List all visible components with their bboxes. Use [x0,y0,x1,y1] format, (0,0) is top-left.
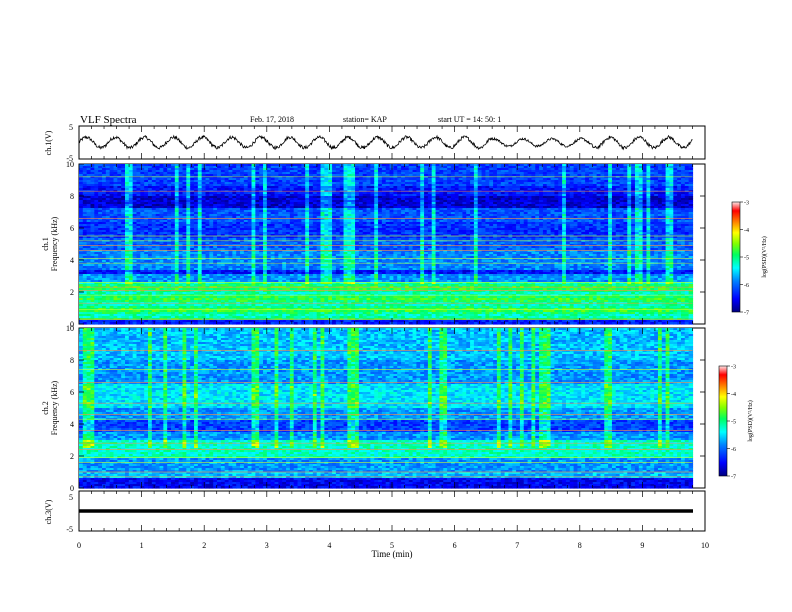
start-time-label: start UT = 14: 50: 1 [438,115,501,124]
ch1-ytick-top: 5 [69,123,73,132]
colorbar-tick-label: -4 [731,392,736,398]
spec-ytick-label: 2 [70,288,74,297]
spec-ytick-label: 10 [66,160,74,169]
ch3-ytick-bottom: -5 [66,525,73,534]
ch1-ylabel: ch.1(V) [44,130,53,155]
ch1-colorbar-label: log(PSD)(V²/Hz) [761,236,768,277]
spec-ytick-label: 10 [66,324,74,333]
ch2-spec-ylabel-line2: Frequency (kHz) [50,380,59,435]
ch2-colorbar-gradient [719,366,727,476]
x-tick-label: 2 [202,541,206,550]
ch2-colorbar: -3 -4 -5 -6 -7 log(PSD)(V²/Hz) [719,365,754,481]
x-tick-label: 0 [77,541,81,550]
ch1-spec-ylabel-line1: ch.1 [41,237,50,251]
ch2-spectrogram-image [79,328,693,489]
x-tick-label: 4 [327,541,331,550]
x-tick-label: 9 [640,541,644,550]
colorbar-tick-label: -7 [731,475,736,481]
vlf-figure: VLF Spectra Feb. 17, 2018 station= KAP s… [0,0,792,612]
ch1-colorbar: -3 -4 -5 -6 -7 log(PSD)(V²/Hz) [732,201,768,317]
ch1-spectrogram-image [79,164,693,325]
colorbar-tick-label: -6 [744,283,749,289]
ch2-colorbar-label: log(PSD)(V²/Hz) [747,400,754,441]
spec-ytick-label: 6 [70,224,74,233]
spec-ytick-label: 6 [70,388,74,397]
station-label: station= KAP [343,115,387,124]
figure-title: VLF Spectra [80,114,137,126]
ch3-waveform-panel: 5 -5 ch.3(V) [44,491,705,534]
x-tick-label: 6 [453,541,457,550]
ch2-spec-ylabel-line1: ch.2 [41,401,50,415]
spec-ytick-label: 2 [70,452,74,461]
colorbar-tick-label: -5 [744,256,749,262]
x-tick-label: 3 [265,541,269,550]
x-tick-label: 7 [515,541,519,550]
ch1-waveform-panel: 5 -5 ch.1(V) [44,123,705,163]
colorbar-tick-label: -3 [731,365,736,371]
date-label: Feb. 17, 2018 [250,115,294,124]
ch2-spectrogram-panel: 0 2 4 6 8 10 ch.2 Frequency (kHz) [41,324,705,493]
x-tick-label: 8 [578,541,582,550]
x-axis-label: Time (min) [372,549,413,559]
spec-ytick-label: 0 [70,484,74,493]
x-tick-label: 10 [701,541,709,550]
colorbar-tick-label: -4 [744,228,749,234]
ch1-colorbar-gradient [732,202,740,312]
x-tick-label: 1 [140,541,144,550]
ch3-ytick-top: 5 [69,493,73,502]
colorbar-tick-label: -5 [731,420,736,426]
colorbar-tick-label: -7 [744,311,749,317]
colorbar-tick-label: -3 [744,201,749,207]
spec-ytick-label: 8 [70,356,74,365]
spec-ytick-label: 8 [70,192,74,201]
spec-ytick-label: 4 [70,420,74,429]
spec-ytick-label: 4 [70,256,74,265]
ch3-ylabel: ch.3(V) [44,499,53,524]
ch1-spec-ylabel-line2: Frequency (kHz) [50,216,59,271]
colorbar-tick-label: -6 [731,447,736,453]
